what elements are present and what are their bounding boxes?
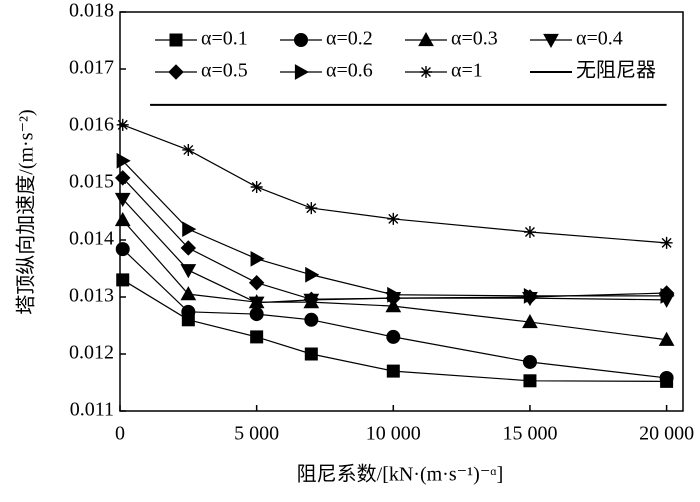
series-line <box>122 198 667 304</box>
marker <box>420 66 432 78</box>
marker <box>304 312 319 327</box>
marker <box>181 304 196 319</box>
legend-label: α=0.6 <box>326 60 373 82</box>
marker <box>523 374 537 388</box>
y-axis-label: 塔顶纵向加速度/(m·s⁻²) <box>15 109 38 314</box>
marker <box>303 291 320 307</box>
x-tick-label: 0 <box>115 423 125 445</box>
y-tick-label: 0.017 <box>69 57 114 79</box>
legend-label: α=1 <box>451 60 483 82</box>
marker <box>386 364 400 378</box>
marker <box>387 212 400 225</box>
y-tick-label: 0.018 <box>69 0 114 22</box>
marker <box>386 329 401 344</box>
x-axis-label: 阻尼系数/[kN·(m·s⁻¹)⁻ᵅ] <box>297 463 504 486</box>
y-tick-label: 0.015 <box>69 171 114 193</box>
x-tick-label: 5 000 <box>234 423 279 445</box>
marker <box>387 286 402 303</box>
y-tick-label: 0.014 <box>69 228 114 250</box>
marker <box>114 212 131 227</box>
marker <box>250 330 264 344</box>
series-line <box>122 160 667 297</box>
marker <box>116 273 130 287</box>
marker <box>305 202 318 215</box>
legend-label: α=0.3 <box>451 28 498 50</box>
legend-label: 无阻尼器 <box>576 59 656 82</box>
series-line <box>122 219 667 341</box>
marker <box>180 286 197 301</box>
marker <box>116 118 129 131</box>
marker <box>115 170 131 186</box>
series-line <box>122 248 667 379</box>
x-tick-label: 10 000 <box>366 423 421 445</box>
marker <box>418 31 434 47</box>
marker <box>248 296 265 311</box>
series-line <box>122 124 667 244</box>
marker <box>180 240 197 256</box>
legend-label: α=0.2 <box>326 28 373 50</box>
marker <box>305 266 320 283</box>
marker <box>116 152 131 169</box>
plot-frame <box>119 11 684 412</box>
marker <box>543 33 559 49</box>
marker <box>304 347 318 361</box>
marker <box>660 236 673 249</box>
marker <box>180 264 197 279</box>
marker <box>522 354 537 369</box>
marker <box>658 331 675 346</box>
y-tick-label: 0.012 <box>69 342 114 364</box>
series-line <box>122 177 667 300</box>
y-tick-label: 0.011 <box>70 399 114 421</box>
marker <box>250 180 263 193</box>
marker <box>250 250 265 267</box>
marker <box>522 314 538 329</box>
y-tick-label: 0.016 <box>69 114 114 136</box>
x-tick-label: 15 000 <box>502 423 557 445</box>
marker <box>659 370 674 385</box>
marker <box>168 64 184 80</box>
marker <box>182 221 197 238</box>
x-tick-label: 20 000 <box>639 423 694 445</box>
marker <box>114 192 131 207</box>
marker <box>169 33 183 47</box>
marker <box>294 33 308 47</box>
legend-label: α=0.4 <box>576 28 623 50</box>
marker <box>523 226 536 239</box>
marker <box>115 242 130 257</box>
marker <box>182 143 195 156</box>
marker <box>294 64 310 80</box>
marker <box>523 288 538 304</box>
legend-label: α=0.1 <box>201 28 248 50</box>
legend-label: α=0.5 <box>201 60 248 82</box>
marker <box>660 288 675 304</box>
y-tick-label: 0.013 <box>69 285 114 307</box>
marker <box>248 275 265 291</box>
